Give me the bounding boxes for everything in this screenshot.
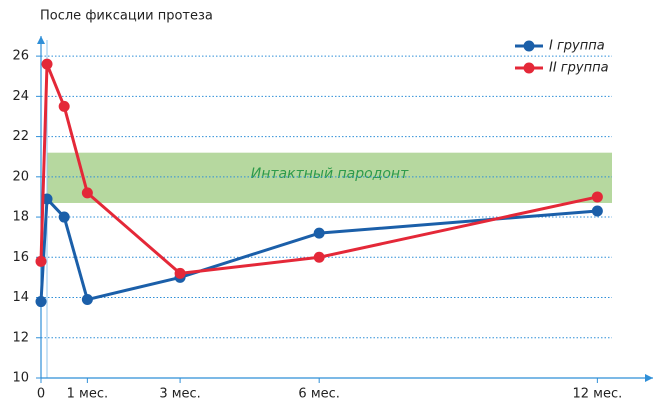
data-point <box>81 294 93 306</box>
data-point <box>313 227 325 239</box>
y-tick-label: 16 <box>12 250 29 265</box>
x-tick-label: 1 мес. <box>67 387 109 402</box>
band-label: Интактный пародонт <box>251 166 409 182</box>
data-point <box>35 296 47 308</box>
reference-band <box>47 152 612 203</box>
y-tick-label: 18 <box>12 210 29 225</box>
data-point <box>58 100 70 112</box>
y-tick-label: 26 <box>12 49 29 64</box>
legend-marker <box>523 62 535 74</box>
data-point <box>81 187 93 199</box>
y-tick-label: 14 <box>12 290 29 305</box>
x-tick-label: 12 мес. <box>572 387 622 402</box>
x-tick-label: 0 <box>37 387 45 402</box>
x-tick-label: 3 мес. <box>159 387 201 402</box>
data-point <box>591 191 603 203</box>
legend-label: II группа <box>549 61 609 76</box>
data-point <box>35 255 47 267</box>
y-tick-label: 12 <box>12 330 29 345</box>
legend-marker <box>523 40 535 52</box>
chart-title: После фиксации протеза <box>40 9 213 24</box>
legend-label: I группа <box>549 39 605 54</box>
data-point <box>41 58 53 70</box>
x-axis-arrow <box>645 374 653 382</box>
data-point <box>58 211 70 223</box>
data-point <box>591 205 603 217</box>
data-point <box>313 251 325 263</box>
y-tick-label: 24 <box>12 89 29 104</box>
y-axis-arrow <box>37 36 45 44</box>
data-point <box>174 267 186 279</box>
y-tick-label: 10 <box>12 371 29 386</box>
y-tick-label: 20 <box>12 169 29 184</box>
y-tick-label: 22 <box>12 129 29 144</box>
x-tick-label: 6 мес. <box>298 387 340 402</box>
